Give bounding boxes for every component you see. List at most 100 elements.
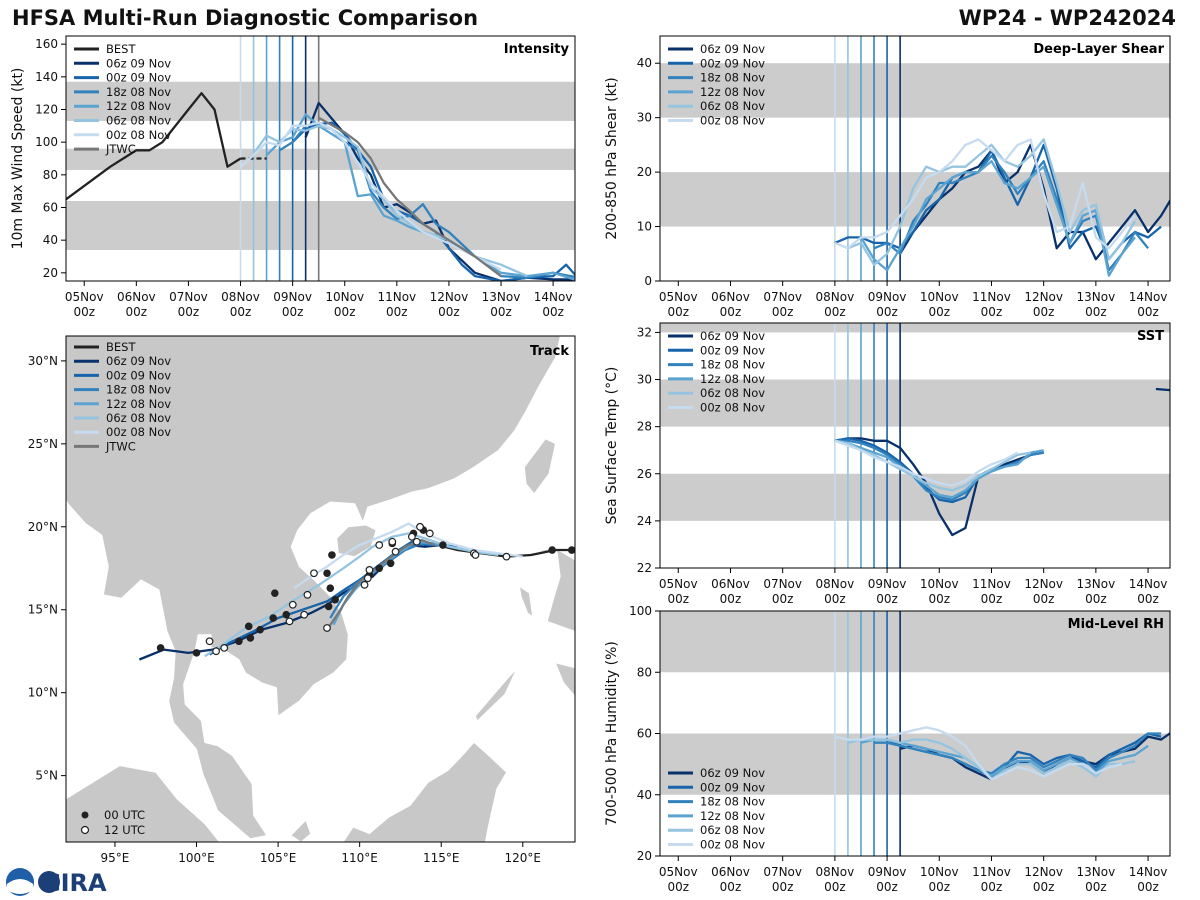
track-marker-12utc — [471, 551, 480, 559]
sst-band-2 — [660, 323, 1170, 333]
sst-xtick-hour: 00z — [824, 592, 846, 606]
shear-xtick-date: 11Nov — [972, 290, 1011, 304]
shear-ytick-label: 40 — [637, 56, 652, 70]
rh-legend-label-06z-08-nov: 06z 08 Nov — [700, 823, 765, 837]
track-xtick-label: 120°E — [505, 851, 542, 865]
track-legend-label-00z-08-nov: 00z 08 Nov — [106, 425, 171, 439]
track-marker-00utc — [256, 625, 264, 634]
rh-xtick-date: 13Nov — [1077, 865, 1116, 879]
sst-xtick-date: 05Nov — [659, 577, 698, 591]
shear-xtick-hour: 00z — [1033, 305, 1055, 319]
shear-xtick-date: 09Nov — [868, 290, 907, 304]
shear-xtick-date: 13Nov — [1077, 290, 1116, 304]
intensity-legend-label-00z-08-nov: 00z 08 Nov — [106, 128, 171, 142]
rh-xtick-hour: 00z — [667, 880, 689, 894]
land-palawan — [475, 669, 517, 722]
intensity-series-18z-08-nov — [278, 121, 575, 279]
sst-ytick-label: 22 — [637, 561, 652, 575]
track-marker-00utc — [156, 644, 165, 652]
sst-band-1 — [660, 379, 1170, 427]
intensity-legend-label-06z-09-nov: 06z 09 Nov — [106, 56, 171, 70]
sst-legend-label-18z-08-nov: 18z 08 Nov — [700, 358, 765, 372]
rh-legend-label-18z-08-nov: 18z 08 Nov — [700, 795, 765, 809]
track-marker-12utc — [220, 643, 229, 652]
sst-ytick-label: 28 — [637, 420, 652, 434]
intensity-title: Intensity — [504, 42, 570, 57]
track-marker-12utc — [288, 600, 297, 609]
track-marker-12utc — [303, 590, 312, 599]
noaa-wave-icon — [7, 879, 33, 894]
sst-legend-label-06z-09-nov: 06z 09 Nov — [700, 329, 765, 343]
rh-xtick-date: 11Nov — [972, 865, 1011, 879]
sst-xtick-date: 07Nov — [763, 577, 802, 591]
track-marker-legend-label-12utc: 12 UTC — [104, 823, 145, 837]
chart-sst: 22242628303205Nov00z06Nov00z07Nov00z08No… — [604, 322, 1171, 606]
shear-xtick-date: 14Nov — [1129, 290, 1168, 304]
land-sumatra — [66, 765, 220, 842]
rh-xtick-date: 14Nov — [1129, 865, 1168, 879]
sst-xtick-date: 11Nov — [972, 577, 1011, 591]
shear-legend-label-18z-08-nov: 18z 08 Nov — [700, 71, 765, 85]
sst-ylabel: Sea Surface Temp (°C) — [604, 367, 620, 525]
intensity-xtick-hour: 00z — [334, 305, 356, 319]
rh-legend-label-06z-09-nov: 06z 09 Nov — [700, 766, 765, 780]
intensity-band-0 — [66, 200, 575, 250]
rh-xtick-hour: 00z — [720, 880, 742, 894]
chart-rh: 2040608010005Nov00z06Nov00z07Nov00z08Nov… — [604, 604, 1171, 894]
track-plot-area — [66, 336, 575, 842]
sst-series-12z-08-nov — [834, 439, 1044, 499]
rh-ytick-label: 20 — [637, 849, 652, 863]
sst-xtick-hour: 00z — [981, 592, 1003, 606]
logo-text: CIRA — [43, 869, 107, 897]
rh-xtick-date: 06Nov — [711, 865, 750, 879]
track-marker-00utc — [282, 610, 291, 619]
intensity-frame — [65, 35, 576, 282]
rh-xtick-date: 08Nov — [816, 865, 855, 879]
sst-xtick-hour: 00z — [1033, 592, 1055, 606]
track-marker-12utc — [407, 532, 416, 541]
track-marker-12utc — [388, 537, 397, 546]
track-marker-12utc — [363, 574, 372, 583]
shear-legend-label-06z-08-nov: 06z 08 Nov — [700, 99, 765, 113]
rh-xtick-hour: 00z — [876, 880, 898, 894]
track-xtick-label: 110°E — [341, 851, 378, 865]
rh-xtick-hour: 00z — [928, 880, 950, 894]
track-marker-00utc — [192, 649, 201, 657]
land-luzon-west — [518, 585, 534, 618]
intensity-series-12z-08-nov — [265, 113, 575, 281]
rh-band-1 — [660, 611, 1170, 673]
intensity-xtick-date: 14Nov — [534, 290, 573, 304]
track-marker-00utc — [567, 546, 575, 554]
rh-xtick-hour: 00z — [824, 880, 846, 894]
shear-xtick-hour: 00z — [772, 305, 794, 319]
rh-band-0 — [660, 733, 1170, 795]
track-marker-00utc — [323, 569, 331, 578]
land-hainan — [336, 524, 377, 558]
intensity-xtick-hour: 00z — [542, 305, 564, 319]
track-marker-legend-00utc — [81, 811, 89, 819]
intensity-xtick-date: 06Nov — [117, 290, 156, 304]
sst-series-06z-09-nov-tail — [1155, 387, 1170, 392]
track-marker-12utc — [285, 617, 294, 626]
track-ytick-label: 10°N — [28, 686, 58, 700]
track-ytick-label: 25°N — [28, 437, 58, 451]
rh-ytick-label: 40 — [637, 788, 652, 802]
intensity-series-jtwc — [318, 116, 502, 278]
rh-ytick-label: 80 — [637, 665, 652, 679]
rh-ytick-label: 60 — [637, 727, 652, 741]
shear-ytick-label: 0 — [644, 274, 652, 288]
intensity-ytick-label: 140 — [35, 70, 58, 84]
intensity-xtick-date: 11Nov — [377, 290, 416, 304]
intensity-legend-label-18z-08-nov: 18z 08 Nov — [106, 85, 171, 99]
shear-ylabel: 200-850 hPa Shear (kt) — [604, 77, 620, 239]
sst-xtick-hour: 00z — [1137, 592, 1159, 606]
track-marker-legend-12utc — [80, 825, 90, 835]
intensity-band-1 — [66, 148, 575, 170]
sst-xtick-hour: 00z — [667, 592, 689, 606]
sst-xtick-date: 14Nov — [1129, 577, 1168, 591]
track-marker-12utc — [323, 624, 331, 632]
intensity-xtick-date: 08Nov — [221, 290, 260, 304]
track-ytick-label: 30°N — [28, 354, 58, 368]
track-legend-label-jtwc: JTWC — [105, 439, 136, 453]
intensity-legend-label-jtwc: JTWC — [105, 142, 136, 156]
